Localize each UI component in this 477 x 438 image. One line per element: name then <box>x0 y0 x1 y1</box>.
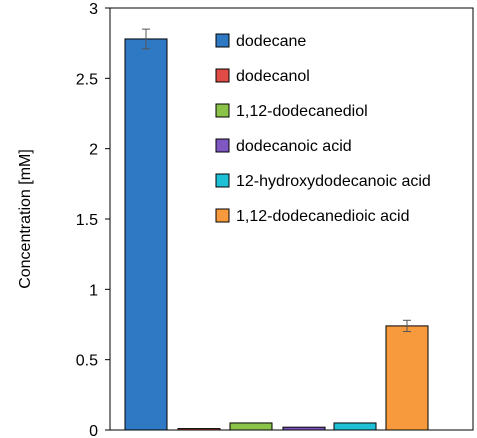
legend-label-2: 1,12-dodecanediol <box>236 103 368 120</box>
legend-label-1: dodecanol <box>236 68 310 85</box>
bar-3 <box>282 426 326 431</box>
y-tick-label: 1.5 <box>76 212 98 229</box>
bars-group <box>124 38 429 431</box>
y-tick-label: 0.5 <box>76 353 98 370</box>
legend-swatch-1 <box>215 68 230 83</box>
bar-1 <box>177 428 221 431</box>
y-tick-label: 0 <box>89 423 98 438</box>
y-axis-title: Concentration [mM] <box>17 149 34 289</box>
bar-0 <box>124 38 168 431</box>
legend-label-0: dodecane <box>236 33 306 50</box>
legend-label-3: dodecanoic acid <box>236 138 352 155</box>
legend-swatch-2 <box>215 103 230 118</box>
y-tick-label: 3 <box>89 1 98 18</box>
y-tick-label: 2 <box>89 142 98 159</box>
legend-swatch-0 <box>215 33 230 48</box>
y-tick-label: 2.5 <box>76 71 98 88</box>
legend-swatch-3 <box>215 138 230 153</box>
bar-4 <box>333 422 377 431</box>
legend-swatch-5 <box>215 208 230 223</box>
legend-swatch-4 <box>215 173 230 188</box>
y-tick-label: 1 <box>89 282 98 299</box>
legend: dodecane dodecanol 1,12-dodecanediol dodeca… <box>215 33 431 225</box>
legend-label-4: 12-hydroxydodecanoic acid <box>236 173 431 190</box>
bar-5 <box>385 325 429 431</box>
legend-label-5: 1,12-dodecanedioic acid <box>236 208 409 225</box>
y-axis: 0 0.5 1 1.5 2 2.5 3 <box>76 1 110 438</box>
bar-2 <box>229 422 273 431</box>
error-bars-group <box>142 28 411 333</box>
